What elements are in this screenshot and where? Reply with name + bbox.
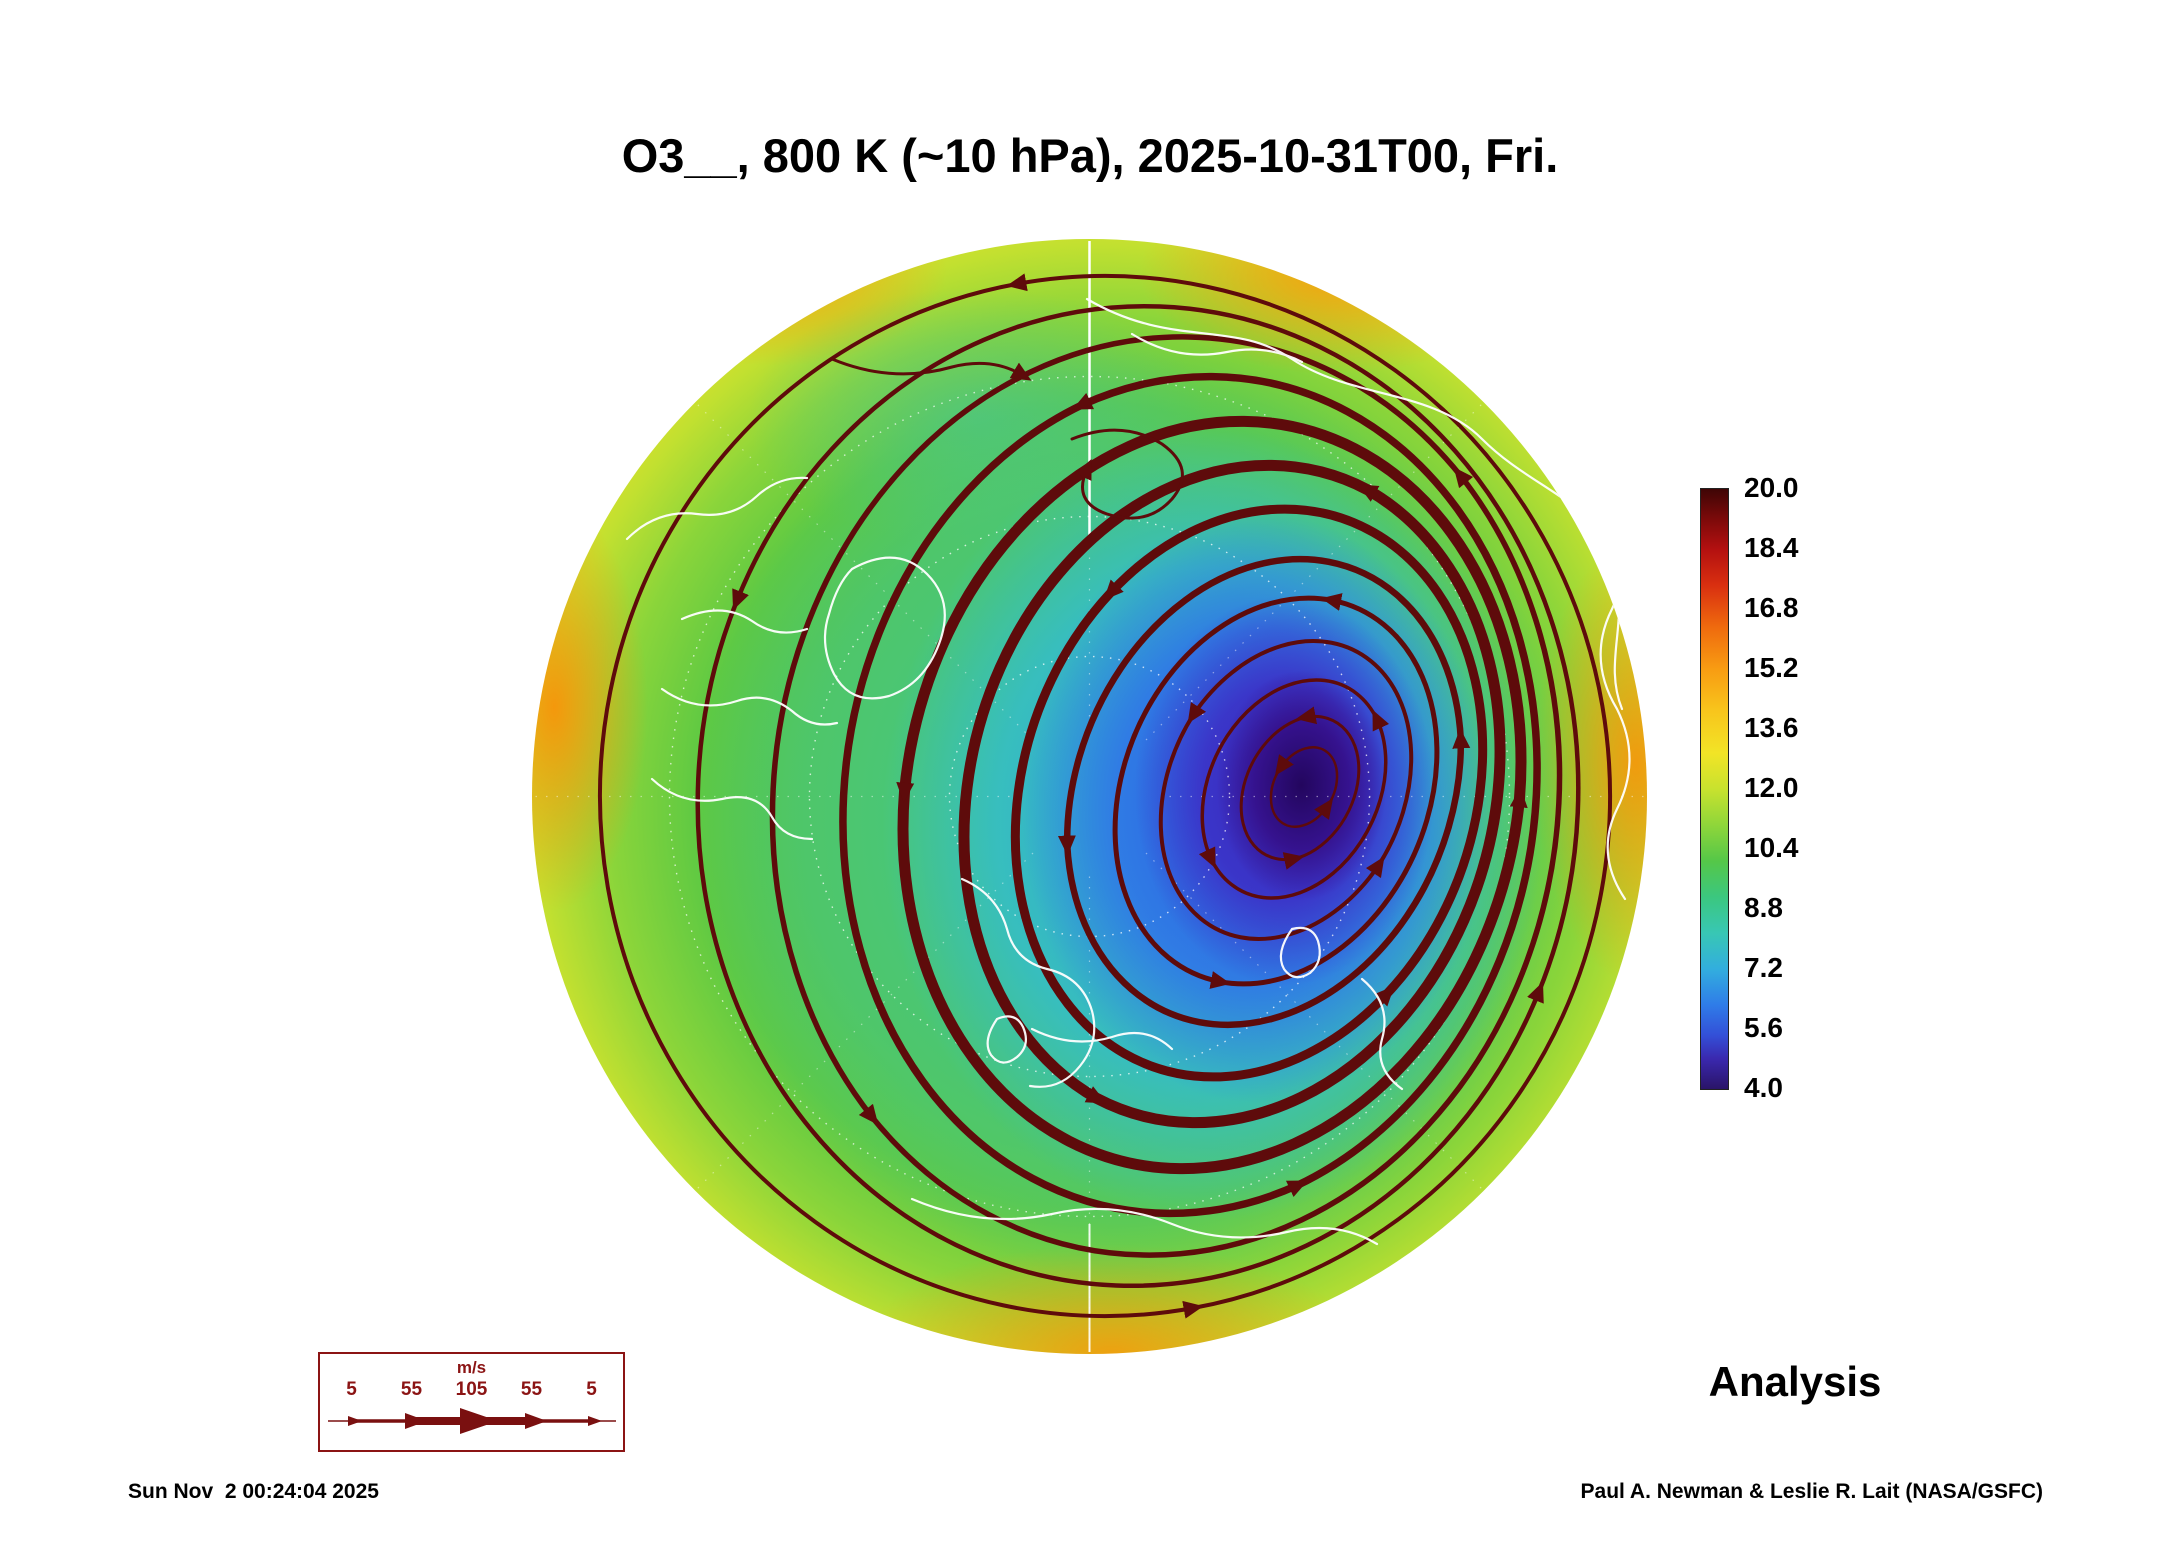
- streamline-ring: [1202, 680, 1385, 898]
- colorbar-tick: 4.0: [1744, 1072, 1783, 1103]
- colorbar: [1700, 488, 1729, 1090]
- streamlines-group: [600, 276, 1610, 1316]
- analysis-label: Analysis: [1708, 1358, 1882, 1405]
- wind-legend-value: 105: [455, 1379, 488, 1400]
- wind-legend-value: 55: [400, 1379, 423, 1400]
- wind-legend-value: 55: [520, 1379, 543, 1400]
- streamline-ring: [1067, 559, 1461, 1025]
- colorbar-tick: 16.8: [1744, 592, 1799, 623]
- colorbar-tick: 12.0: [1744, 772, 1799, 803]
- colorbar-tick-labels: 20.0 18.4 16.8 15.2 13.6 12.0 10.4 8.8 7…: [1744, 474, 1799, 1102]
- colorbar-tick: 13.6: [1744, 712, 1799, 743]
- streamline-ring: [600, 276, 1610, 1316]
- colorbar-tick: 15.2: [1744, 652, 1799, 683]
- wind-legend-units: m/s: [456, 1358, 487, 1377]
- wind-arrow-scale-icon: [327, 1408, 616, 1434]
- wind-legend-values: 5 55 105 55 5: [322, 1379, 622, 1401]
- colorbar-tick: 8.8: [1744, 892, 1783, 923]
- credit-line: Paul A. Newman & Leslie R. Lait (NASA/GS…: [1580, 1480, 2043, 1503]
- streamline-squiggles: [832, 359, 1182, 518]
- creation-timestamp: Sun Nov 2 00:24:04 2025: [128, 1480, 379, 1503]
- polar-map: [532, 239, 1647, 1354]
- colorbar-tick: 10.4: [1744, 832, 1799, 863]
- coastlines-group: [627, 299, 1630, 1244]
- streamline-ring: [1271, 747, 1337, 826]
- colorbar-tick: 7.2: [1744, 952, 1783, 983]
- wind-legend-value: 5: [346, 1379, 357, 1400]
- wind-speed-legend: m/s 5 55 105 55 5: [318, 1352, 625, 1452]
- streamline-ring: [1015, 509, 1482, 1077]
- streamline-ring: [1241, 716, 1359, 859]
- colorbar-tick: 18.4: [1744, 532, 1799, 563]
- map-overlay-svg: [532, 239, 1647, 1354]
- wind-legend-value: 5: [586, 1379, 597, 1400]
- colorbar-tick: 20.0: [1744, 472, 1799, 503]
- page-title: O3__, 800 K (~10 hPa), 2025-10-31T00, Fr…: [621, 129, 1559, 182]
- colorbar-tick: 5.6: [1744, 1012, 1783, 1043]
